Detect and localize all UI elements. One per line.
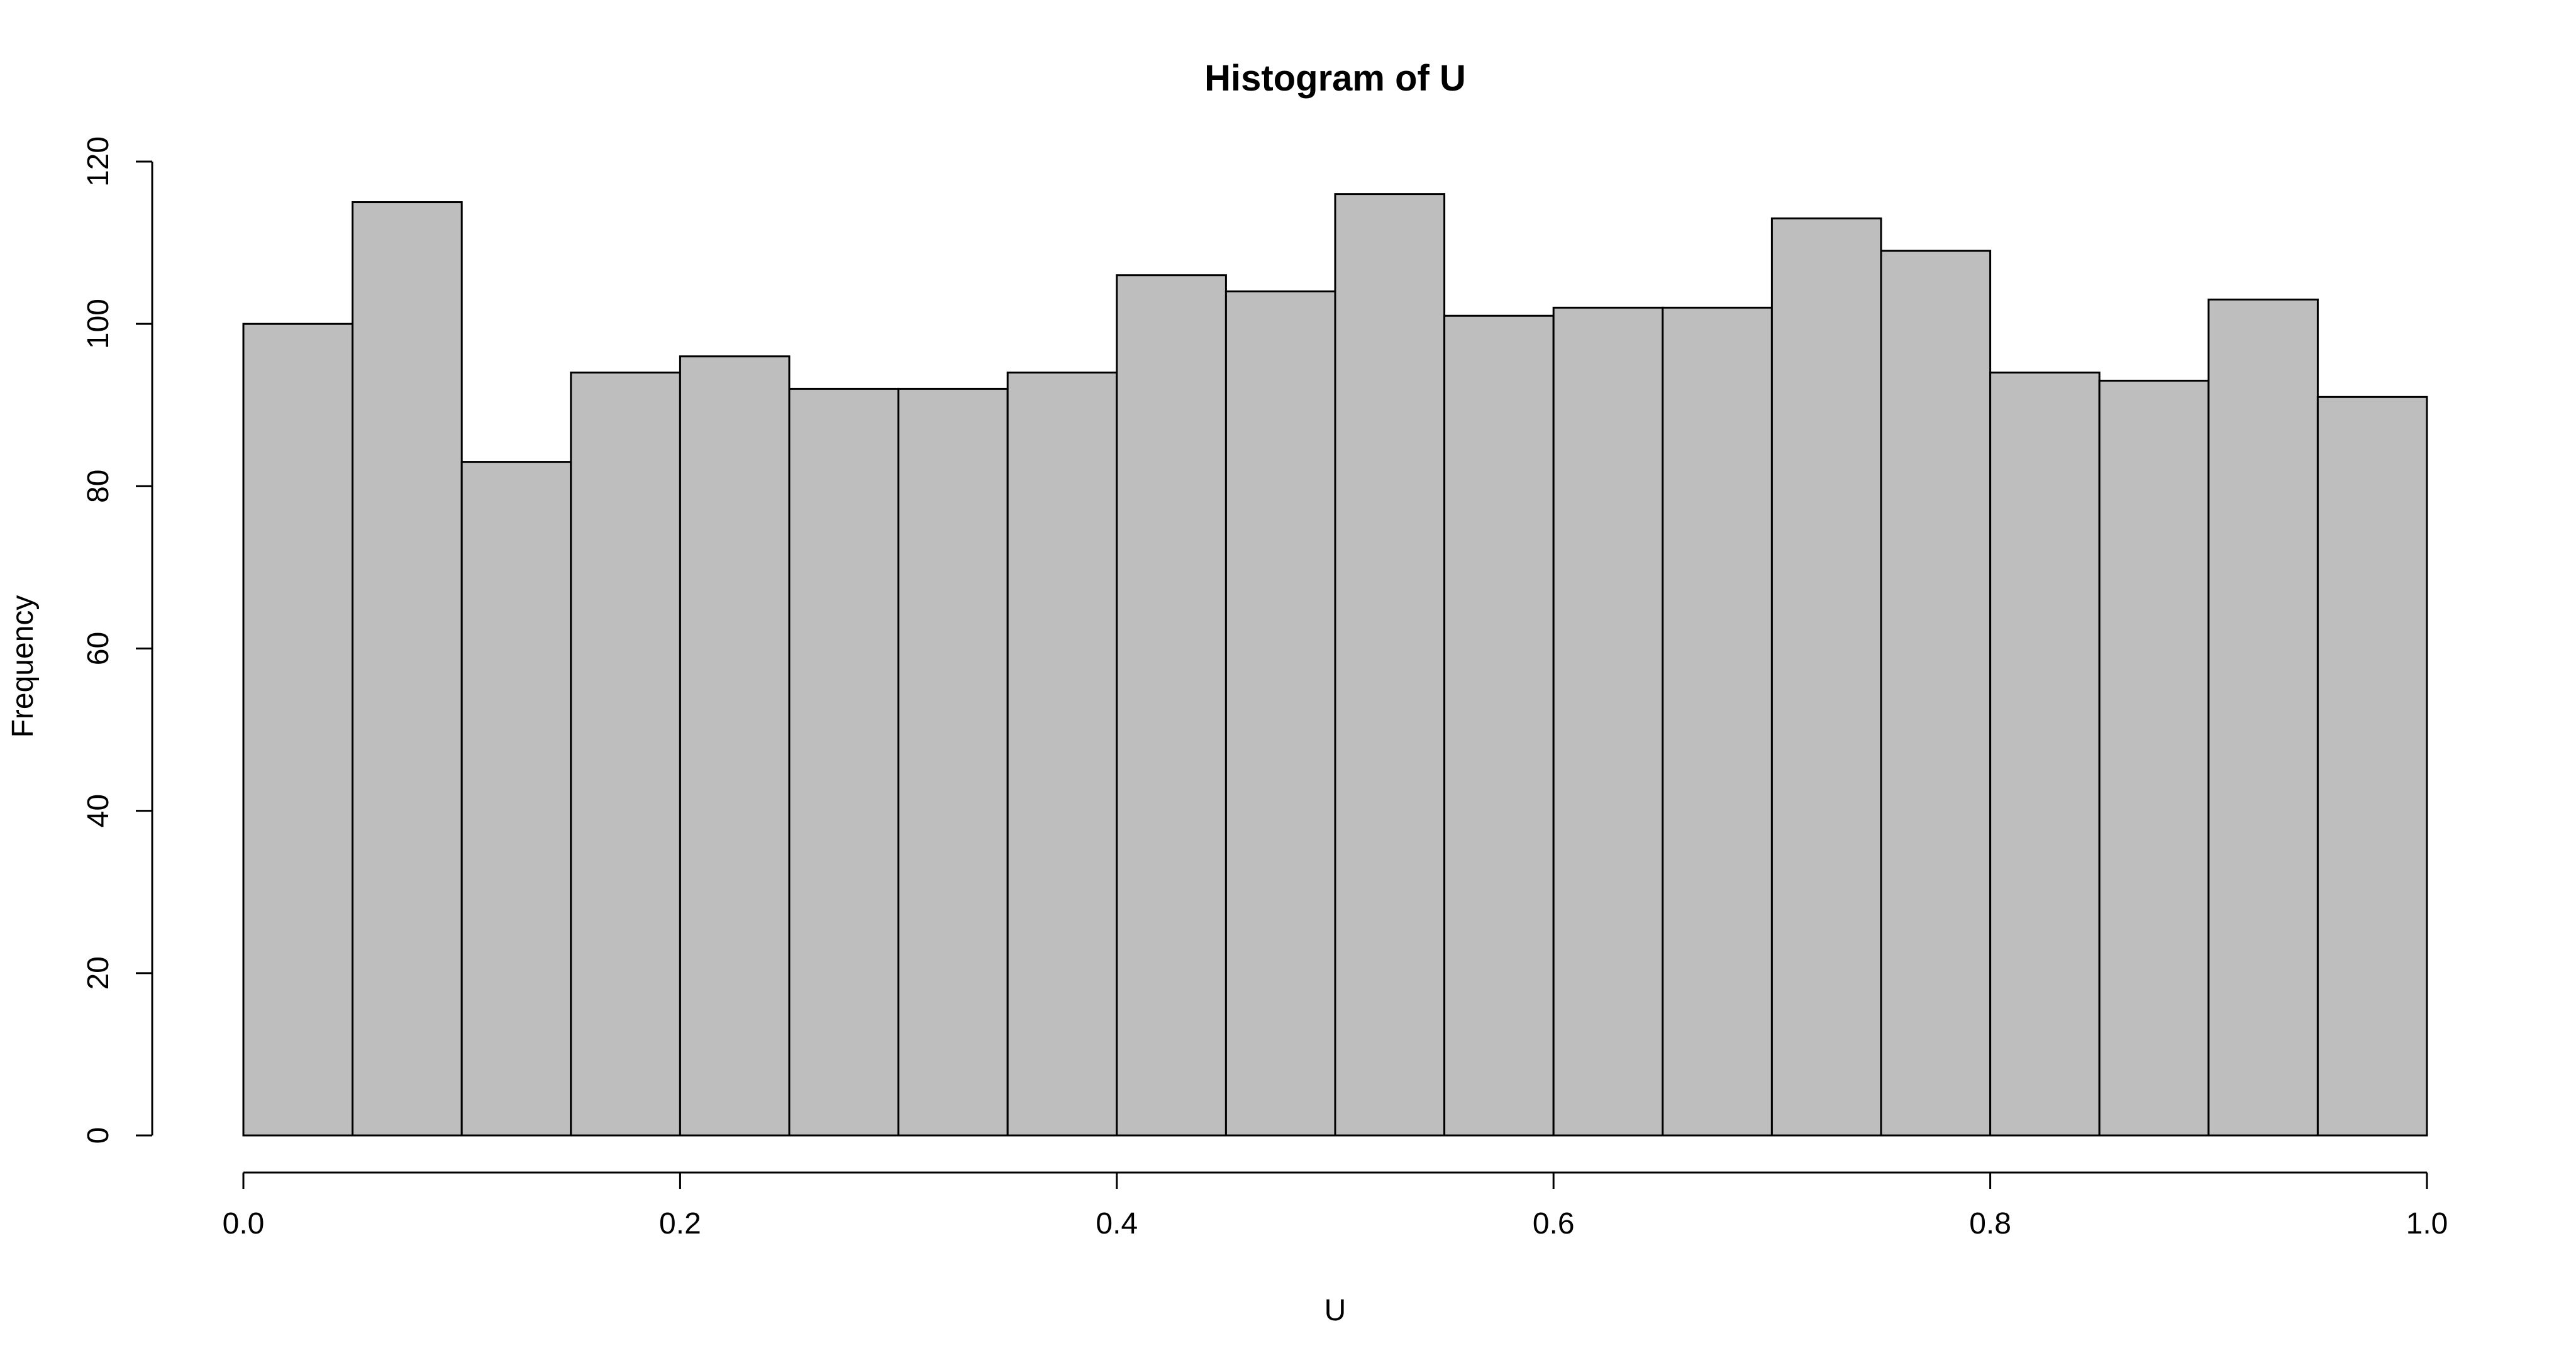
histogram-bar <box>1662 306 1773 1137</box>
y-tick-label: 40 <box>82 794 115 827</box>
histogram-bar <box>2316 395 2428 1137</box>
histogram-bar <box>1770 217 1882 1137</box>
histogram-bar <box>1116 274 1227 1137</box>
histogram-bar <box>1552 306 1664 1137</box>
y-tick-label: 20 <box>82 956 115 990</box>
histogram-bar <box>2098 380 2210 1137</box>
histogram-bar <box>1224 290 1336 1137</box>
y-axis: 0 20 40 60 80 100 120 <box>82 136 153 1144</box>
x-tick-label: 0.8 <box>1969 1207 2011 1240</box>
y-axis-title: Frequency <box>6 595 40 738</box>
x-tick-label: 0.4 <box>1096 1207 1138 1240</box>
histogram-bar <box>679 355 791 1137</box>
x-tick-label: 0.2 <box>659 1207 701 1240</box>
histogram-bar <box>352 201 463 1137</box>
histogram-bar <box>2207 298 2319 1137</box>
histogram-bar <box>1334 193 1446 1137</box>
histogram-bar <box>570 372 681 1137</box>
histogram-bar <box>897 387 1009 1137</box>
x-tick-label: 0.0 <box>223 1207 265 1240</box>
histogram-bar <box>460 461 572 1137</box>
histogram-bar <box>1989 372 2101 1137</box>
y-tick-label: 100 <box>82 299 115 349</box>
bars-group <box>242 193 2428 1137</box>
histogram-bar <box>1443 314 1555 1137</box>
chart-title: Histogram of U <box>1204 58 1466 99</box>
x-tick-label: 1.0 <box>2406 1207 2448 1240</box>
y-tick-label: 80 <box>82 470 115 503</box>
histogram-bar <box>788 387 900 1137</box>
histogram-bar <box>242 323 354 1137</box>
x-axis-title: U <box>1324 1294 1346 1327</box>
histogram-bar <box>1006 372 1118 1137</box>
x-axis: 0.0 0.2 0.4 0.6 0.8 1.0 <box>223 1171 2448 1240</box>
x-tick-label: 0.6 <box>1533 1207 1575 1240</box>
histogram-bar <box>1880 250 1992 1137</box>
y-tick-label: 60 <box>82 632 115 665</box>
y-tick-label: 120 <box>82 136 115 187</box>
y-tick-label: 0 <box>82 1127 115 1144</box>
